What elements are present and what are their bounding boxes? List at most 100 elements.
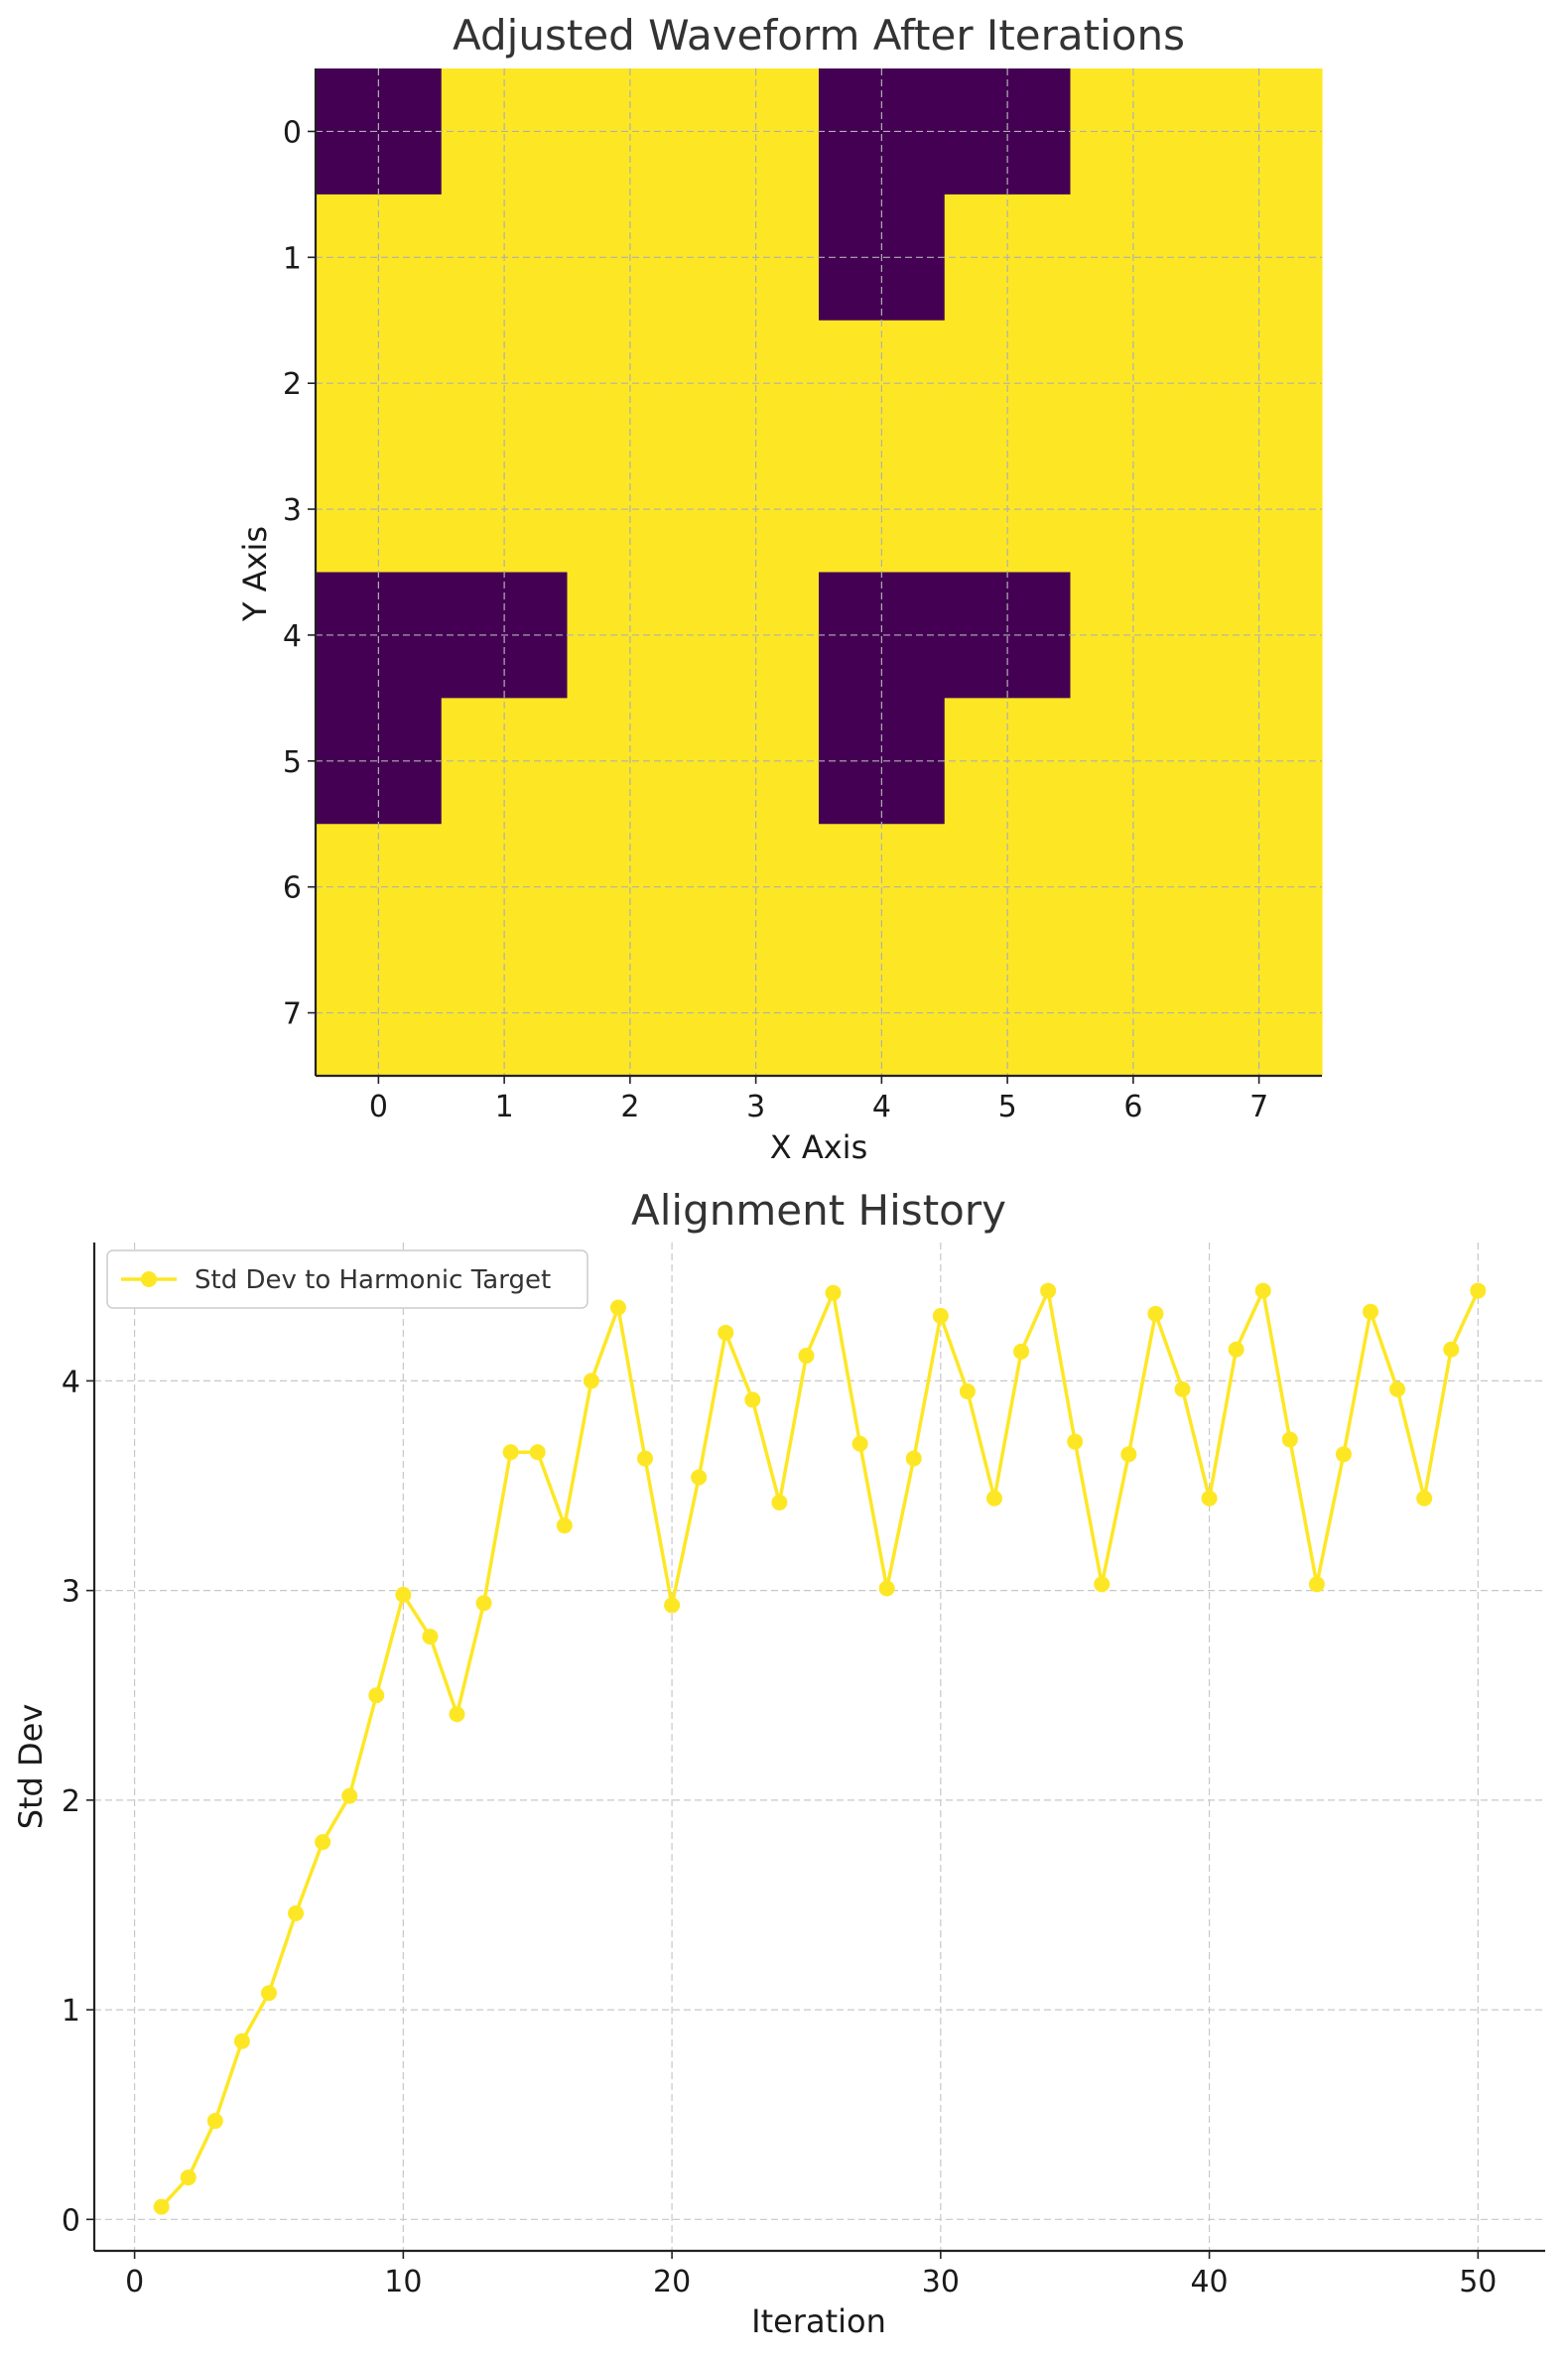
line-chart-x-tick-label: 50 <box>1459 2265 1497 2299</box>
line-chart-x-ticks: 0 10 20 30 40 50 <box>125 2251 1497 2299</box>
heatmap-cell <box>1070 68 1197 196</box>
series-point <box>1174 1380 1191 1397</box>
heatmap-x-tick-label: 0 <box>369 1090 388 1124</box>
series-point <box>556 1517 573 1534</box>
heatmap-y-tick-label: 7 <box>283 997 302 1032</box>
line-chart-y-ticks: 0 1 2 3 4 <box>62 1365 94 2238</box>
heatmap-cell <box>567 572 694 699</box>
series-point <box>1040 1282 1057 1299</box>
line-chart-y-tick-label: 4 <box>62 1365 80 1399</box>
series-point <box>1416 1490 1433 1507</box>
series-point <box>529 1444 546 1461</box>
line-chart-y-tick-label: 0 <box>62 2203 80 2238</box>
series-point <box>315 1834 331 1851</box>
line-chart-x-tick-label: 10 <box>384 2265 422 2299</box>
series-point <box>1335 1446 1352 1463</box>
series-point <box>1308 1576 1325 1593</box>
line-chart: Alignment History 0 10 20 30 40 50 0 1 2 3 4 Iter… <box>12 1186 1545 2340</box>
series-point <box>878 1580 895 1597</box>
series-point <box>153 2198 170 2215</box>
heatmap-cell <box>316 572 443 699</box>
line-chart-y-tick-label: 1 <box>62 1994 80 2029</box>
heatmap-y-tick-label: 1 <box>283 241 302 276</box>
heatmap-x-tick-label: 7 <box>1249 1090 1268 1124</box>
heatmap-y-tick-label: 6 <box>283 871 302 906</box>
series-point <box>1094 1576 1111 1593</box>
heatmap-x-tick-label: 2 <box>620 1090 639 1124</box>
line-chart-x-axis-label: Iteration <box>751 2302 886 2340</box>
line-chart-grid <box>94 1243 1545 2251</box>
line-chart-series <box>153 1282 1487 2215</box>
series-point <box>475 1595 492 1612</box>
series-point <box>637 1450 654 1467</box>
legend: Std Dev to Harmonic Target <box>106 1249 588 1309</box>
series-point <box>1281 1431 1298 1448</box>
heatmap-x-tick-label: 6 <box>1123 1090 1142 1124</box>
line-chart-title: Alignment History <box>631 1186 1006 1235</box>
series-point <box>1363 1303 1379 1320</box>
heatmap-y-tick-label: 3 <box>283 493 302 528</box>
heatmap-cell <box>567 68 694 196</box>
heatmap-y-tick-label: 2 <box>283 367 302 402</box>
heatmap-cell <box>1070 572 1197 699</box>
series-point <box>1120 1446 1137 1463</box>
legend-box <box>106 1249 588 1309</box>
series-point <box>932 1307 949 1324</box>
series-point <box>691 1469 708 1486</box>
series-point <box>341 1787 358 1804</box>
series-point <box>905 1450 922 1467</box>
heatmap-axes <box>314 68 1322 1078</box>
heatmap-y-tick-label: 0 <box>283 115 302 150</box>
heatmap-cell <box>567 320 694 448</box>
series-point <box>206 2113 223 2130</box>
line-chart-y-tick-label: 2 <box>62 1784 80 1819</box>
legend-entry-label: Std Dev to Harmonic Target <box>195 1265 551 1295</box>
series-point <box>368 1687 385 1704</box>
heatmap-cells <box>316 68 1323 1077</box>
series-point <box>288 1904 305 1921</box>
series-point <box>1228 1341 1244 1358</box>
series-point <box>449 1706 465 1723</box>
heatmap-x-tick-label: 3 <box>746 1090 765 1124</box>
line-chart-x-tick-label: 40 <box>1190 2265 1228 2299</box>
series-point <box>959 1382 976 1399</box>
heatmap-x-tick-label: 4 <box>872 1090 891 1124</box>
line-chart-y-axis-label: Std Dev <box>12 1704 50 1830</box>
series-point <box>180 2169 196 2186</box>
series-point <box>1147 1305 1164 1322</box>
series-point <box>798 1348 815 1365</box>
line-chart-x-tick-label: 20 <box>653 2265 691 2299</box>
series-point <box>851 1435 868 1452</box>
series-point <box>1443 1341 1460 1358</box>
series-point <box>718 1324 734 1341</box>
series-point <box>422 1629 439 1645</box>
series-point <box>985 1490 1002 1507</box>
series-point <box>609 1299 626 1316</box>
heatmap-cell <box>819 320 946 448</box>
series-point <box>260 1985 277 2002</box>
heatmap-cell <box>316 68 443 196</box>
series-point <box>1389 1380 1406 1397</box>
heatmap-x-tick-label: 1 <box>495 1090 514 1124</box>
series-point <box>825 1284 842 1301</box>
series-point <box>1201 1490 1218 1507</box>
heatmap-x-axis-label: X Axis <box>770 1128 867 1166</box>
series-point <box>771 1494 788 1510</box>
heatmap-cell <box>316 320 443 448</box>
series-point <box>664 1597 681 1614</box>
series-point <box>395 1586 412 1603</box>
heatmap-y-ticks: 0 1 2 3 4 5 6 7 <box>283 115 316 1032</box>
heatmap-y-axis-label: Y Axis <box>236 526 274 622</box>
heatmap-chart: Adjusted Waveform After Iterations 0 1 2 3 4… <box>236 11 1323 1166</box>
heatmap-cell <box>819 68 946 196</box>
series-point <box>502 1444 519 1461</box>
heatmap-cell <box>1070 320 1197 448</box>
heatmap-grid <box>316 68 1322 1076</box>
line-chart-x-tick-label: 0 <box>125 2265 144 2299</box>
series-point <box>1254 1282 1271 1299</box>
line-chart-y-tick-label: 3 <box>62 1575 80 1610</box>
heatmap-cell <box>819 572 946 699</box>
heatmap-y-tick-label: 4 <box>283 619 302 654</box>
heatmap-title: Adjusted Waveform After Iterations <box>453 11 1185 60</box>
